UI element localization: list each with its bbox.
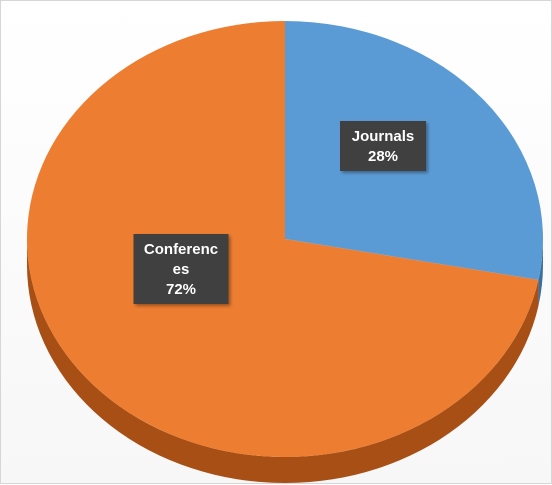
- data-label-category: Conferenc: [144, 241, 218, 258]
- data-label-box: [340, 121, 426, 171]
- data-label-box: [133, 234, 229, 304]
- data-label-category: es: [173, 261, 190, 278]
- data-label-percent: 28%: [368, 148, 398, 165]
- data-label-percent: 72%: [166, 281, 196, 298]
- data-label-0: Journals 28%: [340, 121, 426, 171]
- data-labels: Journals 28% Conferenc es 72%: [133, 121, 426, 304]
- pie-slices: [27, 21, 544, 458]
- slice-side-0: [538, 239, 543, 306]
- pie-depth: [27, 239, 543, 483]
- data-label-category: Journals: [352, 128, 415, 145]
- data-label-1: Conferenc es 72%: [133, 234, 229, 304]
- slice-1[interactable]: [27, 21, 539, 458]
